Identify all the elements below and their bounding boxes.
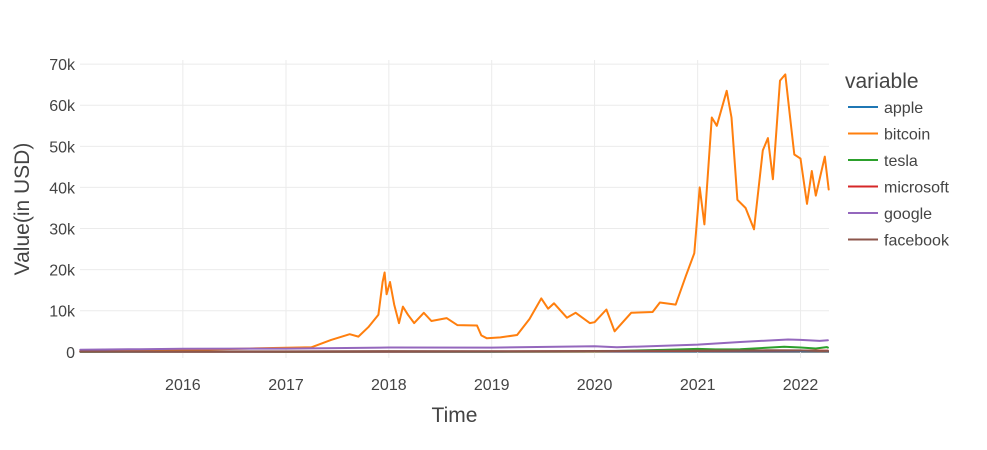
legend-item-tesla[interactable]: tesla	[848, 153, 918, 170]
legend-label: microsoft	[884, 180, 949, 197]
y-tick-label: 0	[66, 345, 75, 362]
y-tick-label: 40k	[49, 180, 76, 197]
y-tick-label: 50k	[49, 139, 76, 156]
x-tick-label: 2021	[680, 377, 716, 394]
x-tick-label: 2017	[268, 377, 304, 394]
legend-label: apple	[884, 100, 923, 117]
y-tick-label: 70k	[49, 57, 76, 74]
legend-item-google[interactable]: google	[848, 206, 932, 223]
legend-label: tesla	[884, 153, 918, 170]
legend-item-facebook[interactable]: facebook	[848, 233, 950, 250]
legend-items[interactable]: apple bitcoin tesla microsoft google facebook	[848, 100, 950, 250]
legend-item-bitcoin[interactable]: bitcoin	[848, 127, 930, 144]
series-line-bitcoin	[79, 73, 830, 352]
x-tick-label: 2016	[165, 377, 201, 394]
x-tick-label: 2020	[577, 377, 613, 394]
y-tick-label: 30k	[49, 222, 76, 239]
y-tick-label: 10k	[49, 304, 76, 321]
legend[interactable]: variable apple bitcoin tesla microsoft googl…	[845, 70, 950, 250]
legend-label: bitcoin	[884, 127, 930, 144]
series-line-facebook	[79, 349, 829, 353]
legend-title: variable	[845, 70, 919, 93]
y-tick-label: 60k	[49, 98, 76, 115]
x-tick-label: 2022	[783, 377, 819, 394]
x-tick-label: 2018	[371, 377, 407, 394]
gridlines	[80, 60, 829, 358]
legend-item-apple[interactable]: apple	[848, 100, 923, 117]
legend-label: google	[884, 206, 932, 223]
x-axis-ticks: 2016 2017 2018 2019 2020 2021 2022	[165, 377, 818, 394]
legend-item-microsoft[interactable]: microsoft	[848, 180, 949, 197]
series-lines	[79, 73, 830, 353]
y-axis-title: Value(in USD)	[11, 143, 34, 276]
series-line-google	[79, 338, 829, 351]
y-axis-ticks: 0 10k 20k 30k 40k 50k 60k 70k	[49, 57, 76, 362]
x-axis-title: Time	[432, 404, 478, 427]
y-tick-label: 20k	[49, 263, 76, 280]
x-tick-label: 2019	[474, 377, 510, 394]
legend-label: facebook	[884, 233, 950, 250]
